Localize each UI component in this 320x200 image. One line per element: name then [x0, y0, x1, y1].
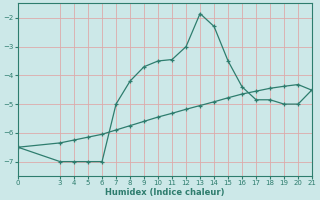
X-axis label: Humidex (Indice chaleur): Humidex (Indice chaleur): [105, 188, 225, 197]
